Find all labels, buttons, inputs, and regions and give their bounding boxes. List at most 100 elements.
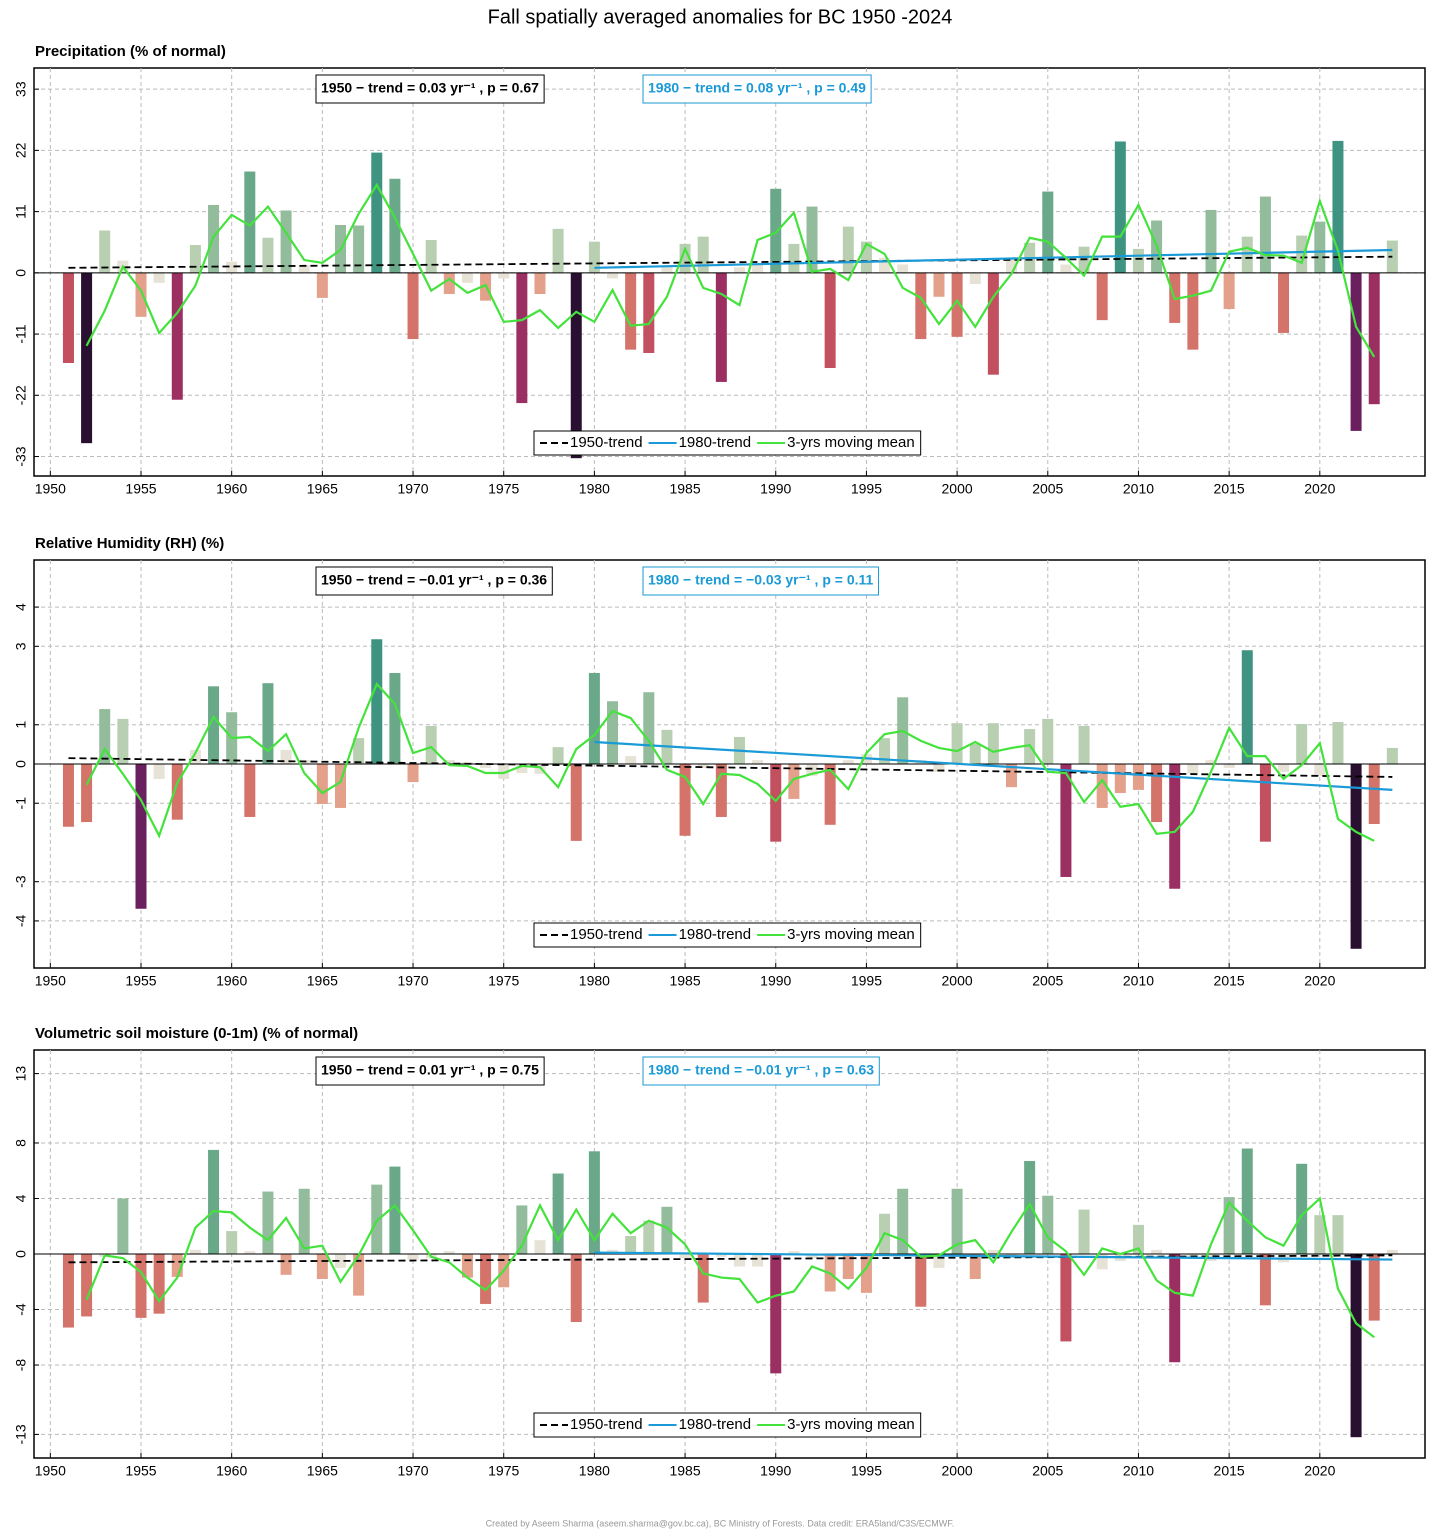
series-line [85, 681, 1375, 842]
bar [1223, 272, 1235, 310]
bar [806, 764, 818, 776]
bar [1368, 272, 1380, 405]
bar [643, 692, 655, 764]
bar [1278, 272, 1290, 333]
bar [534, 764, 546, 774]
y-tick-label: 4 [13, 603, 29, 611]
bar [298, 265, 310, 273]
bar [1096, 764, 1108, 808]
x-tick-label: 1950 [35, 973, 66, 989]
bar [389, 1166, 401, 1254]
bar [353, 1254, 365, 1296]
bar [334, 764, 346, 808]
bar [99, 230, 111, 273]
y-tick-label: -11 [13, 324, 29, 343]
bar [679, 243, 691, 273]
bar [1078, 1209, 1090, 1254]
bar [1114, 764, 1126, 794]
bar [752, 264, 764, 273]
bar [951, 723, 963, 764]
y-tick-label: -4 [13, 1303, 29, 1316]
bar [1368, 1254, 1380, 1321]
y-tick-label: -13 [13, 1424, 29, 1444]
x-tick-label: 1985 [669, 1463, 700, 1479]
bar [353, 225, 365, 273]
bar [516, 272, 528, 404]
x-tick-label: 1965 [307, 481, 338, 497]
legend-box [533, 430, 922, 456]
legend-label: 1980-trend [679, 1416, 752, 1433]
x-tick-label: 2010 [1123, 973, 1154, 989]
x-tick-label: 2000 [942, 1463, 973, 1479]
legend-label: 1980-trend [679, 434, 752, 451]
bar [987, 272, 999, 375]
bar [661, 266, 673, 273]
bar [443, 1251, 455, 1254]
bar [1386, 1249, 1398, 1254]
bar [625, 756, 637, 764]
y-tick-label: -22 [13, 385, 29, 405]
y-tick-label: -8 [13, 1359, 29, 1372]
bar [770, 188, 782, 273]
bar [171, 1254, 183, 1277]
bar [1096, 272, 1108, 321]
bar [262, 237, 274, 273]
bar [62, 764, 74, 827]
bar [280, 749, 292, 764]
y-tick-label: -3 [13, 875, 29, 888]
bar [1060, 1254, 1072, 1342]
bar [607, 701, 619, 764]
annotation-box [315, 1056, 545, 1086]
x-tick-label: 1950 [35, 1463, 66, 1479]
x-tick-label: 1990 [760, 481, 791, 497]
y-tick-label: -33 [13, 446, 29, 466]
bar [1350, 272, 1362, 431]
panel-title: Volumetric soil moisture (0-1m) (% of no… [35, 1025, 358, 1042]
series-line [68, 255, 1393, 269]
bar [407, 272, 419, 340]
bar [733, 1254, 745, 1267]
annotation-box [315, 566, 553, 596]
bar [1223, 764, 1235, 768]
x-tick-label: 2015 [1214, 973, 1245, 989]
annotation: 1950 − trend = −0.01 yr⁻¹ , p = 0.36 [321, 572, 547, 588]
x-tick-label: 1985 [669, 973, 700, 989]
bar [99, 709, 111, 764]
bar [1042, 718, 1054, 764]
bar [135, 764, 147, 909]
bar [189, 245, 201, 273]
bar [1042, 191, 1054, 273]
bar [389, 672, 401, 764]
y-tick-label: 0 [13, 760, 29, 768]
bar [879, 257, 891, 273]
bar [117, 1198, 129, 1254]
bar [570, 764, 582, 841]
bar [1259, 1254, 1271, 1306]
x-tick-label: 2020 [1304, 481, 1335, 497]
bar [897, 264, 909, 273]
bar [588, 1151, 600, 1254]
bar [1314, 221, 1326, 273]
x-tick-label: 1970 [397, 1463, 428, 1479]
annotation-box [642, 1056, 880, 1086]
bar [1169, 1254, 1181, 1363]
legend-box [533, 1412, 922, 1438]
series-line [68, 757, 1393, 778]
bar [1350, 1254, 1362, 1438]
bar [1024, 1161, 1036, 1254]
x-tick-label: 2020 [1304, 1463, 1335, 1479]
x-tick-label: 1955 [125, 973, 156, 989]
bar [534, 272, 546, 294]
bar [153, 272, 165, 283]
bar [389, 178, 401, 273]
bar [334, 1254, 346, 1268]
series-line [594, 1251, 1393, 1261]
bar [1386, 747, 1398, 764]
bar [879, 738, 891, 764]
y-tick-label: 3 [13, 642, 29, 650]
x-tick-label: 1995 [851, 973, 882, 989]
bar [1205, 209, 1217, 273]
annotation: 1980 − trend = 0.08 yr⁻¹ , p = 0.49 [648, 80, 866, 96]
bar [969, 743, 981, 764]
